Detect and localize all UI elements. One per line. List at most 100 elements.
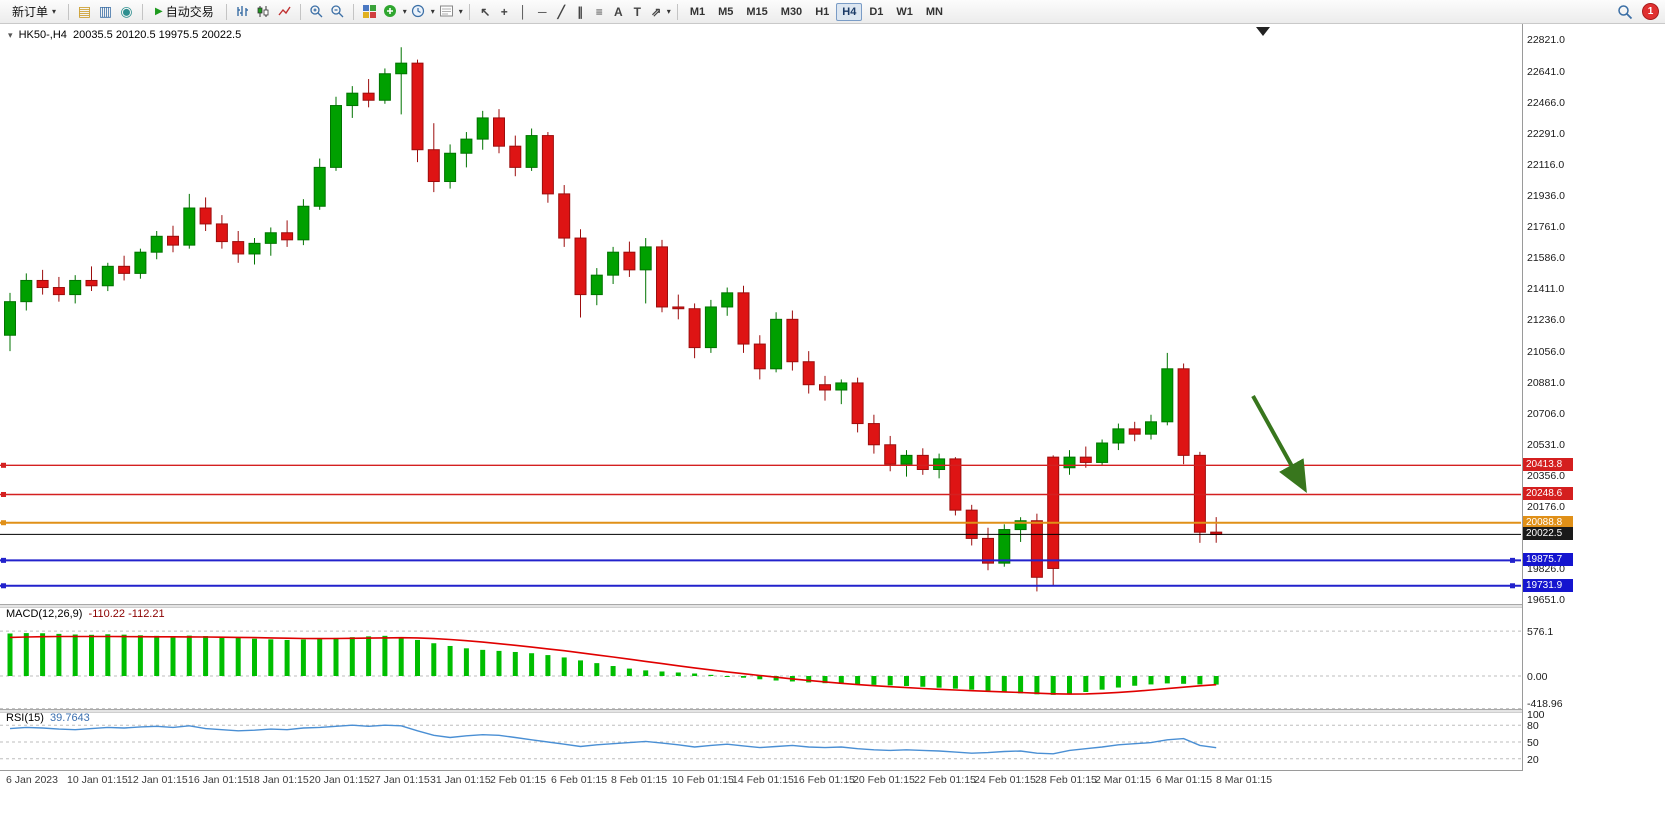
timeframe-h4[interactable]: H4 <box>836 2 863 21</box>
macd-histogram-bar <box>1034 676 1040 695</box>
timeframe-d1[interactable]: D1 <box>869 5 884 18</box>
price-axis-label: 22116.0 <box>1527 159 1565 171</box>
notification-badge[interactable]: 1 <box>1642 3 1659 20</box>
bar-chart-icon[interactable] <box>233 2 252 21</box>
candle-body <box>802 361 815 386</box>
price-line-label: 20248.6 <box>1523 487 1573 500</box>
chart-plot-area[interactable] <box>0 24 1522 771</box>
label-icon[interactable]: T <box>633 4 641 19</box>
date-axis-label: 31 Jan 01:15 <box>430 774 491 786</box>
template-icon[interactable] <box>437 2 456 21</box>
macd-histogram-bar <box>1067 676 1072 694</box>
macd-histogram-bar <box>252 638 257 676</box>
text-icon[interactable]: A <box>613 4 623 19</box>
rsi-axis-label: 80 <box>1527 720 1539 732</box>
data-window-icon[interactable]: ▥ <box>98 3 113 19</box>
arrows-icon[interactable]: ⇗ <box>651 4 662 19</box>
candle-body <box>4 301 16 336</box>
candle-body <box>167 235 179 246</box>
macd-histogram-bar <box>675 672 681 676</box>
date-axis-label: 2 Mar 01:15 <box>1095 774 1152 786</box>
timeframe-mn[interactable]: MN <box>925 5 943 18</box>
candle-body <box>639 246 652 271</box>
date-axis-label: 20 Feb 01:15 <box>853 774 915 786</box>
timeframe-h1[interactable]: H1 <box>815 5 830 18</box>
pane-separator[interactable] <box>0 709 1522 713</box>
macd-histogram-bar <box>578 660 583 676</box>
timeframe-m1[interactable]: M1 <box>689 5 706 18</box>
timeframe-m15[interactable]: M15 <box>746 5 768 18</box>
macd-histogram-bar <box>463 648 469 676</box>
channel-icon[interactable]: ∥ <box>577 4 584 19</box>
zoom-out-icon[interactable] <box>328 2 347 21</box>
candle-body <box>982 537 994 564</box>
macd-histogram-bar <box>268 639 274 676</box>
candle-body <box>1014 520 1027 531</box>
date-axis-label: 12 Jan 01:15 <box>127 774 188 786</box>
candle-body <box>427 149 440 183</box>
macd-histogram-bar <box>1018 676 1024 694</box>
panel-icons-group: ▤ ▥ ◉ <box>75 2 136 21</box>
macd-histogram-bar <box>1148 676 1154 685</box>
price-line-label: 20413.8 <box>1523 458 1573 471</box>
symbol-dropdown-icon[interactable]: ▾ <box>8 30 13 40</box>
candle-body <box>1177 368 1190 456</box>
current-price-label: 20022.5 <box>1523 527 1573 540</box>
horizontal-line-icon[interactable]: ─ <box>538 4 547 19</box>
line-handle <box>1 491 6 497</box>
chevron-down-icon[interactable]: ▾ <box>430 7 435 16</box>
candle-body <box>656 246 668 308</box>
date-axis-label: 6 Mar 01:15 <box>1156 774 1213 786</box>
candle-body <box>85 279 98 287</box>
timeframe-w1[interactable]: W1 <box>896 5 913 18</box>
date-axis-label: 14 Feb 01:15 <box>732 774 794 786</box>
macd-histogram-bar <box>398 637 404 676</box>
navigator-icon[interactable]: ◉ <box>120 3 133 19</box>
timeframe-m30[interactable]: M30 <box>780 5 803 18</box>
chevron-down-icon[interactable]: ▾ <box>458 7 463 16</box>
macd-axis-label: -418.96 <box>1527 698 1563 710</box>
clock-icon[interactable] <box>409 2 428 21</box>
candle-body <box>607 251 620 276</box>
line-chart-icon[interactable] <box>275 2 294 21</box>
vertical-line-icon[interactable]: │ <box>519 4 528 19</box>
macd-histogram-bar <box>7 633 13 676</box>
pane-separator[interactable] <box>0 604 1522 608</box>
candlestick-chart-icon[interactable] <box>254 2 273 21</box>
chevron-down-icon[interactable]: ▾ <box>402 7 407 16</box>
auto-trading-button[interactable]: ▶ 自动交易 <box>149 1 220 22</box>
candle-body <box>493 117 505 147</box>
macd-histogram-bar <box>382 635 388 676</box>
tile-windows-icon[interactable] <box>360 2 379 21</box>
line-handle <box>1 557 6 563</box>
macd-histogram-bar <box>985 676 991 691</box>
indicators-icon[interactable] <box>381 2 400 21</box>
candle-body <box>558 193 571 239</box>
candle-body <box>444 152 457 183</box>
price-axis-label: 22821.0 <box>1527 34 1565 46</box>
macd-histogram-bar <box>219 637 225 676</box>
market-watch-icon[interactable]: ▤ <box>77 3 92 19</box>
macd-histogram-bar <box>822 676 828 684</box>
zoom-in-icon[interactable] <box>307 2 326 21</box>
macd-histogram-bar <box>936 676 942 688</box>
line-handle <box>1 462 6 468</box>
trendline-icon[interactable]: ╱ <box>557 4 565 19</box>
date-axis-label: 10 Jan 01:15 <box>67 774 128 786</box>
cursor-icon[interactable]: ↖ <box>480 4 491 19</box>
chevron-down-icon[interactable]: ▾ <box>666 7 671 16</box>
candle-body <box>52 287 65 296</box>
candle-body <box>884 444 897 465</box>
macd-histogram-bar <box>806 676 812 683</box>
candle-body <box>36 279 49 289</box>
search-icon[interactable] <box>1615 2 1634 21</box>
fibonacci-icon[interactable]: ≡ <box>595 4 603 19</box>
crosshair-icon[interactable]: + <box>500 4 508 19</box>
new-order-button[interactable]: 新订单 ▾ <box>6 1 62 22</box>
toolbar-separator <box>676 3 678 20</box>
timeframe-m5[interactable]: M5 <box>718 5 734 18</box>
price-axis-label: 19651.0 <box>1527 594 1565 606</box>
candle-body <box>411 62 424 151</box>
rsi-axis-label: 20 <box>1527 754 1539 766</box>
price-axis-label: 20531.0 <box>1527 439 1565 451</box>
